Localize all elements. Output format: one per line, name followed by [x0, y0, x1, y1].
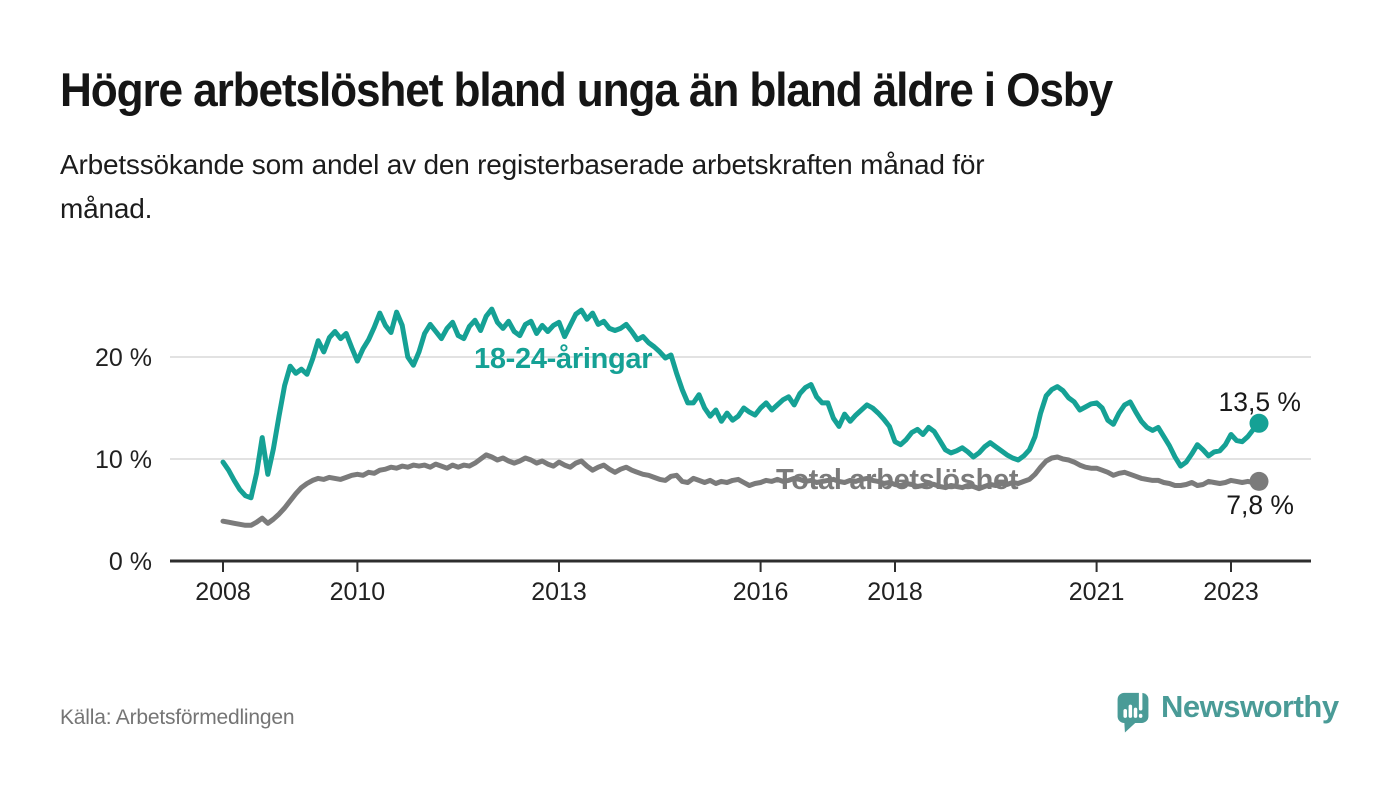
series-line-total: [220, 452, 1262, 528]
chart-annotations: 18-24-åringar Total arbetslöshet 13,5 % …: [474, 343, 1301, 520]
series-label-total: Total arbetslöshet: [776, 464, 1019, 496]
newsworthy-bubble-chart-icon: [1117, 686, 1149, 733]
series-line-18-24: [220, 306, 1262, 501]
y-tick-label: 10 %: [95, 446, 152, 474]
end-value-label-18-24: 13,5 %: [1218, 387, 1301, 417]
newsworthy-wordmark: Newsworthy: [1161, 689, 1339, 724]
x-tick-label: 2018: [867, 578, 923, 606]
endpoint-dot-18-24: [1249, 413, 1269, 433]
newsworthy-logo: Newsworthy: [1116, 686, 1339, 734]
gridlines: [170, 356, 1311, 460]
x-axis-ticks: [222, 562, 1232, 572]
series-label-18-24: 18-24-åringar: [474, 343, 652, 375]
x-tick-label: 2021: [1069, 578, 1125, 606]
series-lines: [220, 306, 1269, 528]
x-tick-label: 2008: [195, 578, 251, 606]
x-tick-label: 2023: [1203, 578, 1259, 606]
subtitle-line-2: månad.: [60, 193, 153, 224]
y-tick-label: 0 %: [109, 548, 152, 576]
subtitle-line-1: Arbetssökande som andel av den registerb…: [60, 149, 985, 180]
x-tick-label: 2013: [531, 578, 587, 606]
page-title: Högre arbetslöshet bland unga än bland ä…: [60, 63, 1113, 116]
x-tick-label: 2016: [733, 578, 789, 606]
end-value-label-total: 7,8 %: [1226, 490, 1294, 520]
y-tick-label: 20 %: [95, 344, 152, 372]
endpoint-dot-total: [1249, 471, 1269, 491]
source-attribution: Källa: Arbetsförmedlingen: [60, 706, 295, 729]
axis-labels: 0 % 10 % 20 % 2008 2010 2013 2016 2018 2021 2023: [95, 344, 1259, 606]
x-tick-label: 2010: [330, 578, 386, 606]
page-subtitle: Arbetssökande som andel av den registerb…: [60, 143, 985, 231]
